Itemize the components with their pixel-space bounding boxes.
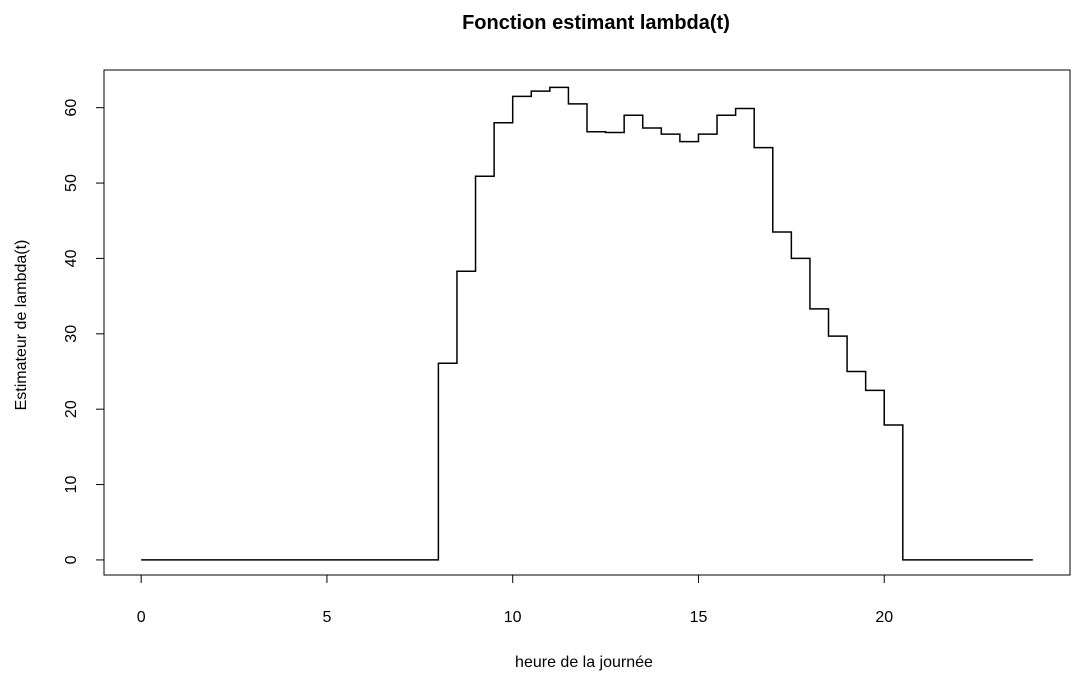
y-tick-label: 20 <box>63 400 80 418</box>
x-tick-label: 0 <box>137 609 146 626</box>
y-tick-label: 40 <box>63 249 80 267</box>
y-axis-label: Estimateur de lambda(t) <box>13 240 30 411</box>
y-tick-label: 10 <box>63 476 80 494</box>
lambda-step-line <box>141 86 1033 561</box>
x-tick-label: 15 <box>690 609 708 626</box>
chart-title: Fonction estimant lambda(t) <box>462 12 730 34</box>
y-tick-label: 30 <box>63 325 80 343</box>
x-axis: 0 5 10 15 20 <box>137 574 893 626</box>
y-tick-label: 60 <box>63 99 80 117</box>
y-tick-label: 0 <box>63 555 80 564</box>
x-tick-label: 20 <box>875 609 893 626</box>
x-tick-label: 10 <box>504 609 522 626</box>
plot-frame <box>103 69 1071 576</box>
x-axis-label: heure de la journée <box>515 654 653 671</box>
y-axis: 0 10 20 30 40 50 60 <box>63 99 105 564</box>
y-tick-label: 50 <box>63 174 80 192</box>
x-tick-label: 5 <box>322 609 331 626</box>
